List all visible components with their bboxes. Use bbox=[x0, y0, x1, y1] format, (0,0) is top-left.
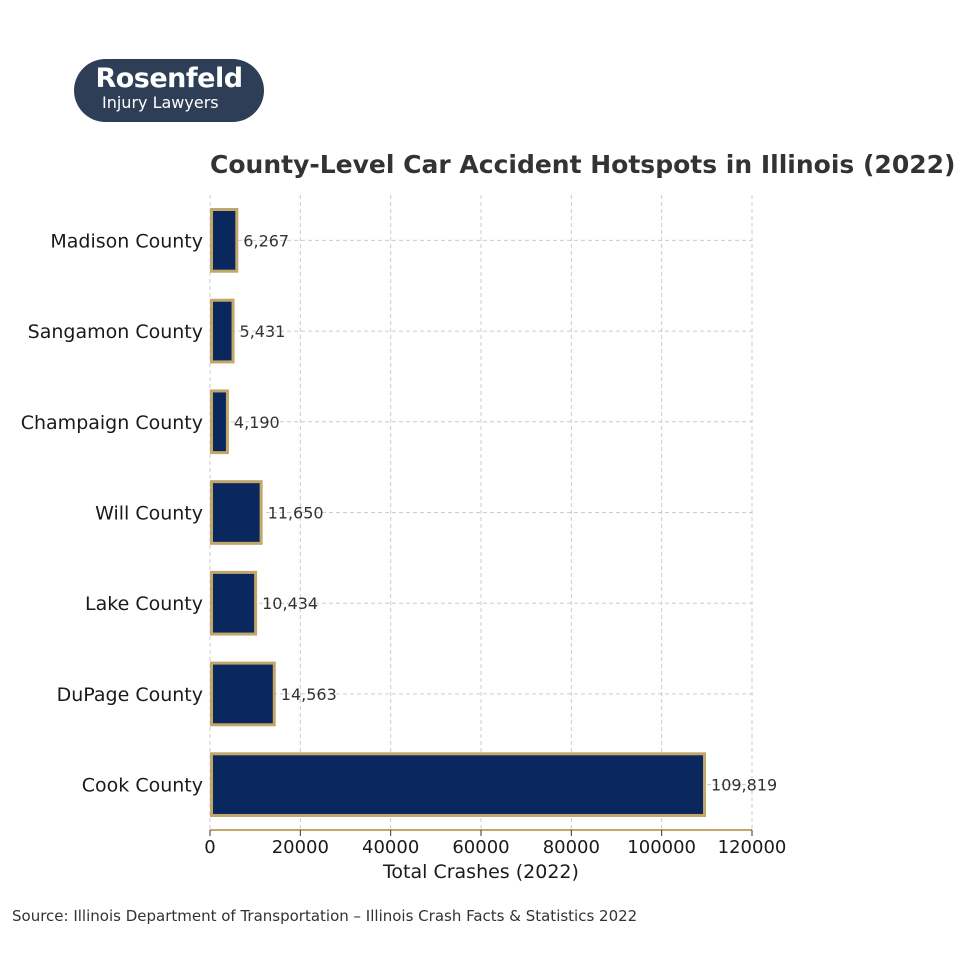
logo-tagline: Injury Lawyers bbox=[102, 93, 219, 112]
category-label: Will County bbox=[95, 503, 203, 525]
category-label: Cook County bbox=[82, 775, 203, 797]
logo-brand: Rosenfeld bbox=[95, 63, 243, 94]
bar-5 bbox=[210, 661, 276, 727]
bar-4 bbox=[210, 570, 258, 636]
category-label: Sangamon County bbox=[28, 321, 203, 343]
bar-1 bbox=[210, 298, 235, 364]
category-label: Madison County bbox=[50, 230, 203, 252]
x-tick-label: 60000 bbox=[452, 837, 509, 858]
category-label: Champaign County bbox=[21, 412, 203, 434]
bar-2 bbox=[210, 389, 229, 455]
value-label: 10,434 bbox=[262, 594, 318, 613]
x-tick-label: 20000 bbox=[272, 837, 329, 858]
bar-6 bbox=[210, 752, 707, 817]
value-label: 6,267 bbox=[243, 231, 289, 250]
bar-3 bbox=[210, 480, 263, 545]
value-label: 109,819 bbox=[711, 776, 777, 795]
value-label: 5,431 bbox=[240, 322, 286, 341]
rosenfeld-logo: Rosenfeld Injury Lawyers bbox=[74, 59, 264, 122]
source-note: Source: Illinois Department of Transport… bbox=[12, 907, 638, 925]
x-tick-label: 0 bbox=[204, 837, 215, 858]
x-tick-label: 80000 bbox=[543, 837, 600, 858]
x-tick-label: 100000 bbox=[627, 837, 696, 858]
chart-title: County-Level Car Accident Hotspots in Il… bbox=[210, 150, 956, 179]
x-tick-label: 120000 bbox=[718, 837, 787, 858]
category-label: DuPage County bbox=[57, 684, 203, 706]
value-label: 4,190 bbox=[234, 413, 280, 432]
bar-0 bbox=[210, 208, 239, 273]
value-label: 11,650 bbox=[268, 504, 324, 523]
x-tick-label: 40000 bbox=[362, 837, 419, 858]
value-label: 14,563 bbox=[281, 685, 337, 704]
x-axis-title: Total Crashes (2022) bbox=[382, 861, 579, 883]
category-label: Lake County bbox=[85, 593, 203, 615]
